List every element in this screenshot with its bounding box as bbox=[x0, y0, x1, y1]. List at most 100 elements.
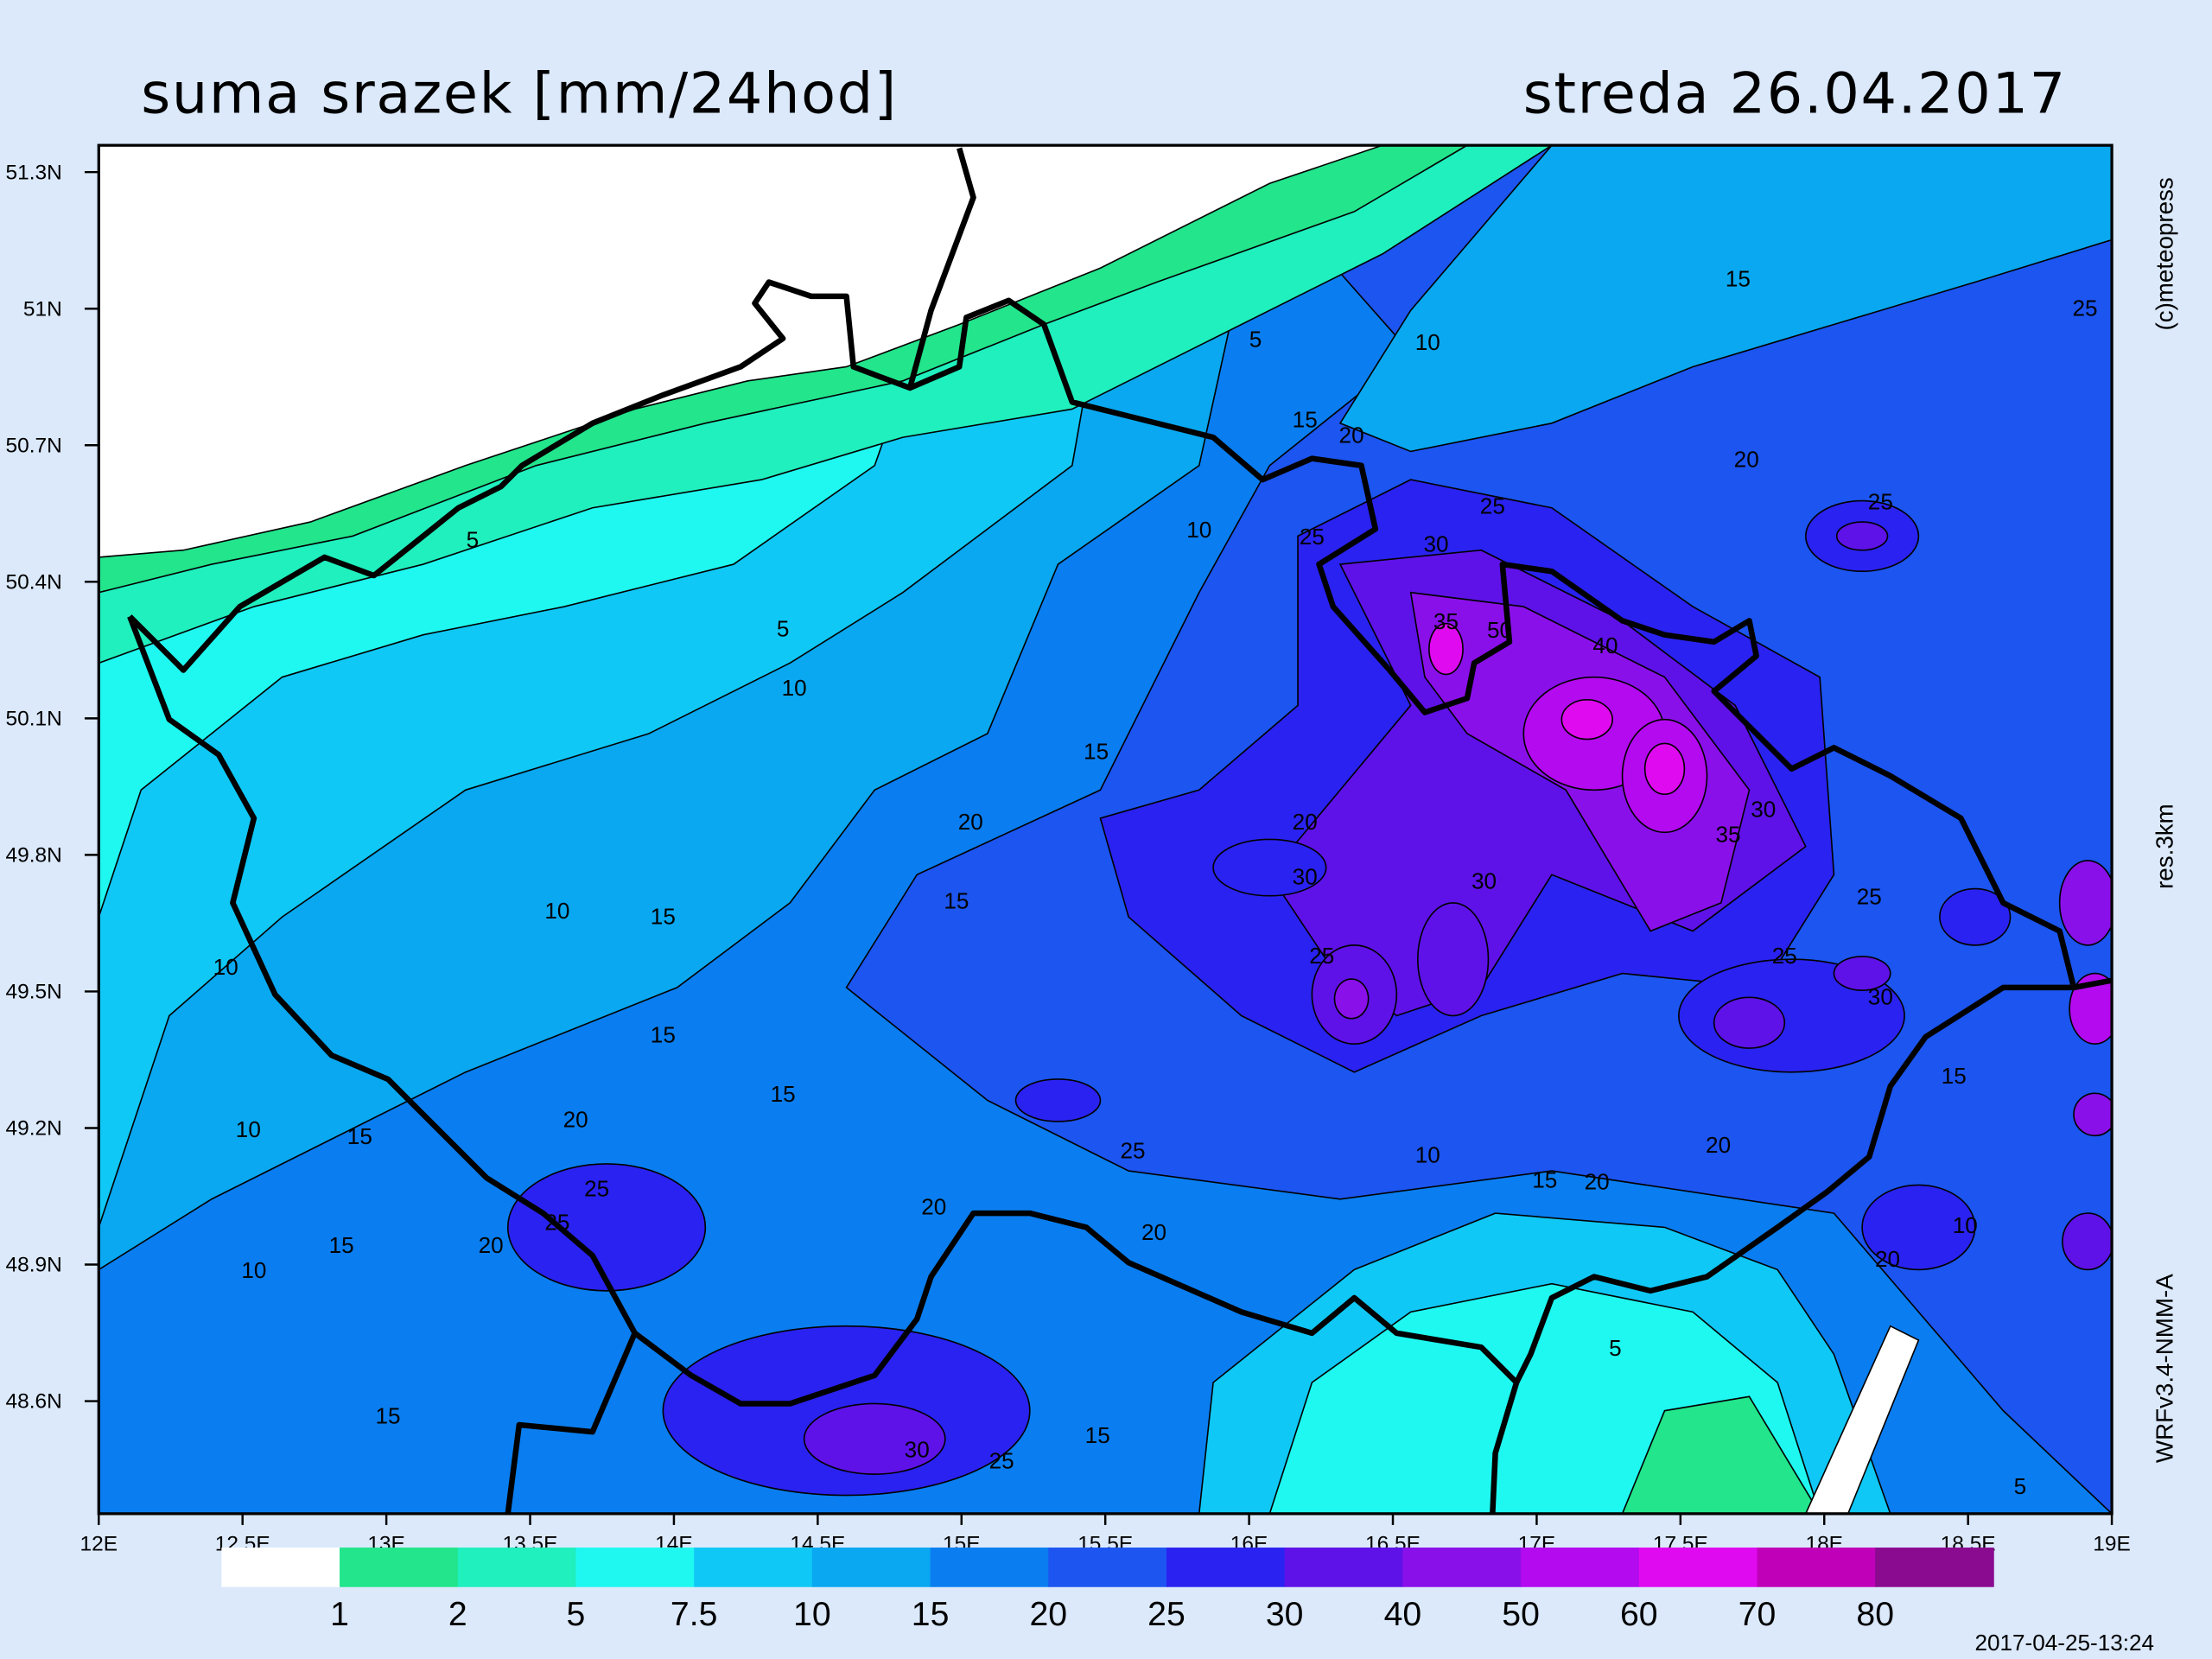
colorbar-label: 5 bbox=[567, 1596, 586, 1633]
colorbar-swatch bbox=[694, 1548, 813, 1587]
contour-label: 10 bbox=[782, 675, 807, 701]
colorbar-label: 20 bbox=[1029, 1596, 1067, 1633]
contour-label: 15 bbox=[1726, 265, 1751, 291]
contour-label: 25 bbox=[1120, 1137, 1145, 1163]
contour-label: 10 bbox=[1186, 517, 1211, 543]
colorbar-label: 2 bbox=[448, 1596, 467, 1633]
contour-label: 25 bbox=[1868, 488, 1893, 514]
contour-label: 20 bbox=[1293, 809, 1318, 835]
colorbar-swatch bbox=[1875, 1548, 1994, 1587]
contour-label: 15 bbox=[1532, 1167, 1557, 1193]
colorbar-label: 10 bbox=[793, 1596, 831, 1633]
contour-label: 15 bbox=[1942, 1063, 1967, 1089]
colorbar-swatch bbox=[457, 1548, 577, 1587]
contour-label: 15 bbox=[651, 903, 676, 929]
lat-tick-label: 50.1N bbox=[6, 708, 62, 731]
colorbar-label: 1 bbox=[330, 1596, 349, 1633]
contour-label: 5 bbox=[2014, 1473, 2027, 1499]
colorbar-swatch bbox=[1638, 1548, 1758, 1587]
contour-label: 20 bbox=[1734, 446, 1759, 472]
contour-label: 30 bbox=[1293, 864, 1318, 890]
contour-label: 30 bbox=[905, 1437, 930, 1463]
contour-label: 25 bbox=[544, 1210, 569, 1236]
contour-label: 25 bbox=[1857, 884, 1882, 910]
contour-label: 30 bbox=[1471, 868, 1497, 894]
lat-tick-label: 49.8N bbox=[6, 844, 62, 868]
contour-label: 25 bbox=[1300, 524, 1325, 550]
precip-cell bbox=[1560, 698, 1613, 741]
map-title: suma srazek [mm/24hod] bbox=[141, 61, 898, 127]
precip-cell bbox=[2073, 1092, 2113, 1137]
contour-label: 25 bbox=[1772, 943, 1797, 969]
precip-cell bbox=[506, 1163, 707, 1292]
contour-label: 25 bbox=[1309, 943, 1334, 969]
lat-tick-label: 51.3N bbox=[6, 161, 62, 184]
copyright: (c)meteopress bbox=[2151, 177, 2177, 330]
contour-label: 10 bbox=[544, 898, 569, 924]
precip-cell bbox=[1861, 1184, 1976, 1271]
contour-label: 20 bbox=[1875, 1246, 1900, 1272]
colorbar-label: 50 bbox=[1502, 1596, 1540, 1633]
contour-label: 30 bbox=[1751, 796, 1776, 822]
border bbox=[906, 147, 976, 389]
precip-cell bbox=[2058, 860, 2113, 946]
contour-label: 20 bbox=[1706, 1132, 1731, 1158]
contour-label: 15 bbox=[651, 1022, 676, 1048]
contour-label: 35 bbox=[1433, 608, 1459, 634]
colorbar-label: 80 bbox=[1856, 1596, 1894, 1633]
border bbox=[2073, 977, 2113, 991]
precip-cell bbox=[1713, 996, 1786, 1049]
colorbar-swatch bbox=[930, 1548, 1050, 1587]
precip-area bbox=[1804, 1325, 1920, 1514]
border bbox=[1490, 1382, 1520, 1514]
lon-tick-label: 12E bbox=[80, 1532, 118, 1555]
colorbar-label: 30 bbox=[1266, 1596, 1304, 1633]
colorbar-swatch bbox=[811, 1548, 931, 1587]
contour-label: 15 bbox=[347, 1123, 372, 1149]
lat-tick-label: 51N bbox=[23, 297, 62, 321]
precip-cell bbox=[2069, 972, 2113, 1045]
contour-label: 20 bbox=[958, 809, 983, 835]
colorbar-swatch bbox=[1521, 1548, 1640, 1587]
contour-label: 10 bbox=[236, 1116, 261, 1142]
contour-label: 20 bbox=[479, 1232, 504, 1258]
contour-label: 35 bbox=[1715, 822, 1740, 848]
colorbar-swatch bbox=[575, 1548, 695, 1587]
colorbar-label: 25 bbox=[1147, 1596, 1185, 1633]
contour-label: 20 bbox=[1339, 423, 1364, 448]
colorbar-swatch bbox=[1402, 1548, 1522, 1587]
lat-tick-label: 50.4N bbox=[6, 570, 62, 594]
precip-cell bbox=[1833, 956, 1891, 991]
precip-cell bbox=[1428, 622, 1464, 676]
lat-tick-label: 49.5N bbox=[6, 981, 62, 1004]
contour-label: 20 bbox=[1141, 1219, 1166, 1245]
colorbar-swatch bbox=[1284, 1548, 1404, 1587]
colorbar-swatch bbox=[1048, 1548, 1167, 1587]
precip-cell bbox=[2062, 1212, 2113, 1271]
contour-label: 15 bbox=[329, 1232, 354, 1258]
precip-area bbox=[1338, 145, 2113, 453]
contour-label: 10 bbox=[1953, 1212, 1978, 1238]
lon-tick-label: 19E bbox=[2093, 1532, 2131, 1555]
contour-label: 40 bbox=[1592, 632, 1618, 658]
contour-label: 10 bbox=[1415, 1141, 1440, 1167]
precip-cell bbox=[1333, 978, 1370, 1020]
precip-cell bbox=[1014, 1078, 1102, 1122]
colorbar-swatch bbox=[221, 1548, 340, 1587]
colorbar-label: 15 bbox=[912, 1596, 950, 1633]
contour-label: 5 bbox=[467, 526, 480, 552]
precip-cell bbox=[1643, 742, 1686, 795]
precip-cell bbox=[1939, 887, 2012, 946]
precip-cell bbox=[1417, 902, 1490, 1017]
precip-cell bbox=[803, 1402, 946, 1475]
contour-label: 30 bbox=[1424, 531, 1449, 556]
contour-label: 25 bbox=[1480, 493, 1505, 518]
contour-label: 20 bbox=[921, 1194, 946, 1220]
map-date: streda 26.04.2017 bbox=[1523, 61, 2067, 127]
plot-frame bbox=[97, 143, 2113, 1516]
contour-label: 15 bbox=[771, 1081, 796, 1107]
contour-label: 50 bbox=[1487, 617, 1512, 643]
contour-label: 15 bbox=[1293, 407, 1318, 433]
